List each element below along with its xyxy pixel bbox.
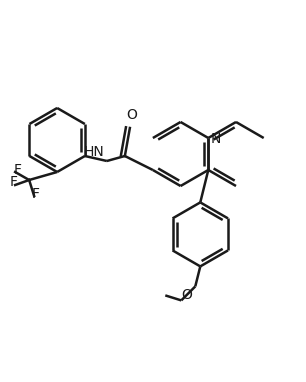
Text: F: F: [31, 187, 39, 201]
Text: F: F: [9, 175, 17, 189]
Text: O: O: [126, 108, 137, 122]
Text: HN: HN: [84, 145, 105, 159]
Text: F: F: [13, 163, 21, 177]
Text: N: N: [210, 132, 221, 146]
Text: O: O: [181, 288, 192, 303]
